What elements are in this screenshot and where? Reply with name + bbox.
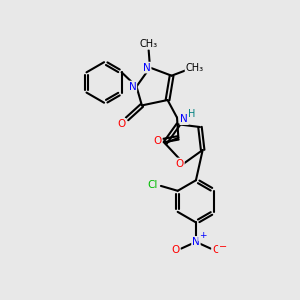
Text: H: H xyxy=(188,109,196,119)
Text: CH₃: CH₃ xyxy=(140,39,158,49)
Text: −: − xyxy=(219,242,227,252)
Text: O: O xyxy=(176,158,184,169)
Text: N: N xyxy=(192,237,200,247)
Text: N: N xyxy=(180,114,188,124)
Text: +: + xyxy=(199,231,206,240)
Text: CH₃: CH₃ xyxy=(185,63,204,73)
Text: O: O xyxy=(117,119,125,129)
Text: O: O xyxy=(153,136,162,146)
Text: N: N xyxy=(129,82,136,92)
Text: N: N xyxy=(143,63,151,73)
Text: O: O xyxy=(172,245,180,255)
Text: O: O xyxy=(212,245,220,255)
Text: Cl: Cl xyxy=(148,180,158,190)
